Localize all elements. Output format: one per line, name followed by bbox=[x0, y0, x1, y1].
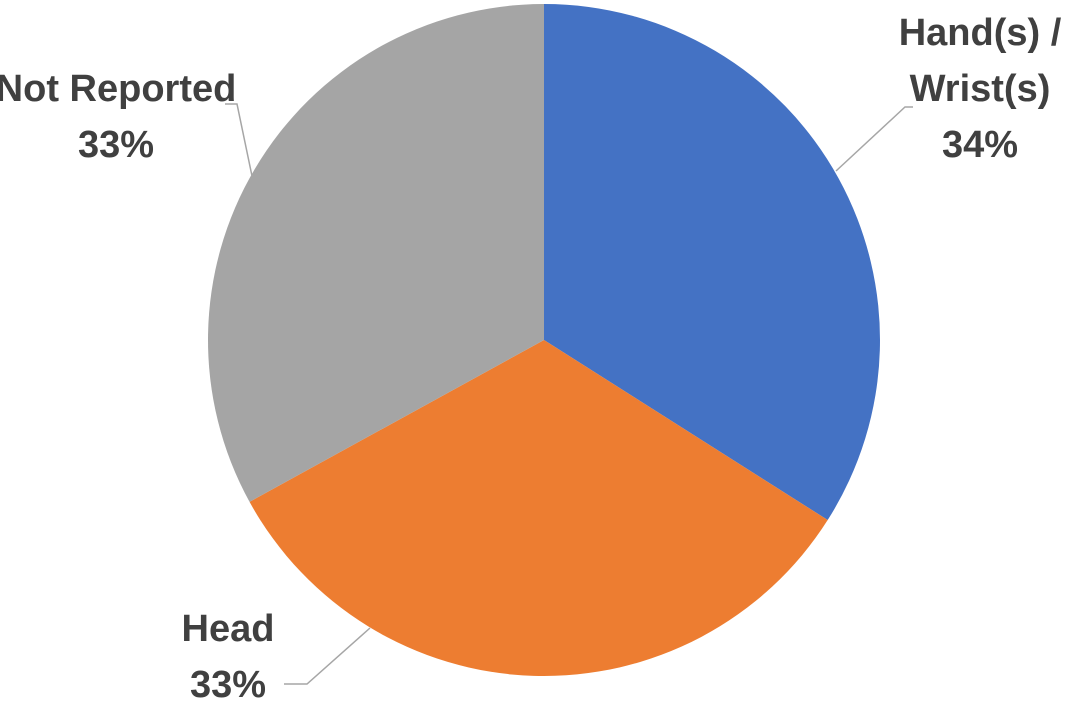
data-labels: Hand(s) / Wrist(s) 34% Head 33% Not Reported 3… bbox=[0, 12, 1062, 706]
data-label-category-hand-s-wrist-s: Wrist(s) bbox=[910, 68, 1051, 110]
leader-line-not-reported bbox=[225, 103, 253, 177]
pie-slice-hand-s-wrist-s bbox=[544, 4, 880, 521]
pie-slice-not-reported bbox=[207, 4, 544, 502]
data-label-value-not-reported: 33% bbox=[78, 124, 154, 166]
leader-line-hand-s-wrist-s bbox=[835, 106, 913, 172]
data-label-category-hand-s-wrist-s: Hand(s) / bbox=[899, 12, 1062, 54]
data-label-category-not-reported: Not Reported bbox=[0, 68, 236, 110]
data-label-value-hand-s-wrist-s: 34% bbox=[942, 124, 1018, 166]
leader-lines bbox=[225, 103, 913, 685]
pie-slices bbox=[207, 4, 880, 676]
pie-slice-head bbox=[249, 340, 828, 676]
data-label-category-head: Head bbox=[182, 608, 275, 650]
leader-line-head bbox=[284, 627, 371, 685]
data-label-value-head: 33% bbox=[190, 664, 266, 706]
